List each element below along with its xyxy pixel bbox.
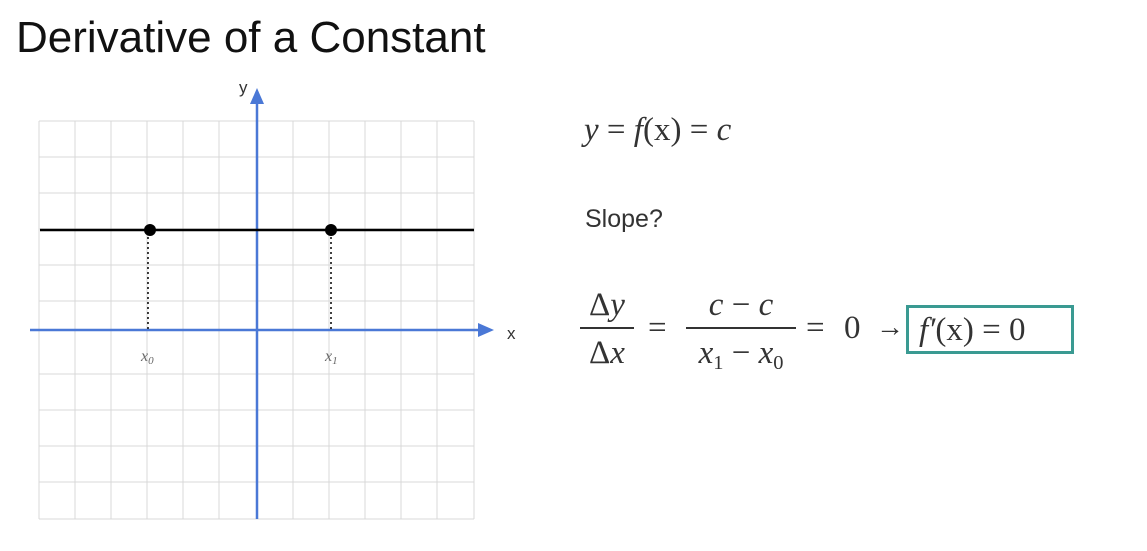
fraction2-bar [686, 327, 796, 329]
implies-arrow-icon: → [876, 312, 904, 343]
x0-subscript: 0 [148, 355, 154, 367]
delta-y-over-delta-x: Δy Δx [580, 286, 634, 372]
point-x0 [144, 224, 156, 236]
equals-sign-1: = [648, 310, 667, 346]
slide-title: Derivative of a Constant [16, 13, 486, 62]
x-axis-label: x [507, 324, 516, 343]
x-axis [30, 323, 494, 337]
equals-sign-2: = [806, 310, 825, 346]
function-definition: y = f(x) = c [584, 112, 732, 148]
zero-value: 0 [844, 310, 861, 346]
difference-quotient: c − c x1 − x0 [686, 286, 796, 375]
fraction1-numerator: Δy [589, 287, 625, 323]
x1-tick-label: x1 [324, 348, 338, 367]
fraction1-bar [580, 327, 634, 329]
x-axis-arrowhead [478, 323, 494, 337]
y-axis [250, 88, 264, 519]
fraction2-denominator: x1 − x0 [698, 335, 784, 375]
fraction1-denominator: Δx [589, 335, 625, 371]
x1-subscript: 1 [332, 355, 338, 367]
derivative-result: f′(x) = 0 [919, 312, 1026, 348]
result-box: f′(x) = 0 [906, 305, 1074, 354]
y-axis-arrowhead [250, 88, 264, 104]
y-axis-label: y [239, 78, 248, 97]
slope-question: Slope? [585, 205, 663, 233]
fraction2-numerator: c − c [708, 287, 774, 323]
x0-tick-label: x0 [140, 348, 154, 367]
graph: x y x0 x1 [30, 78, 516, 520]
point-x1 [325, 224, 337, 236]
